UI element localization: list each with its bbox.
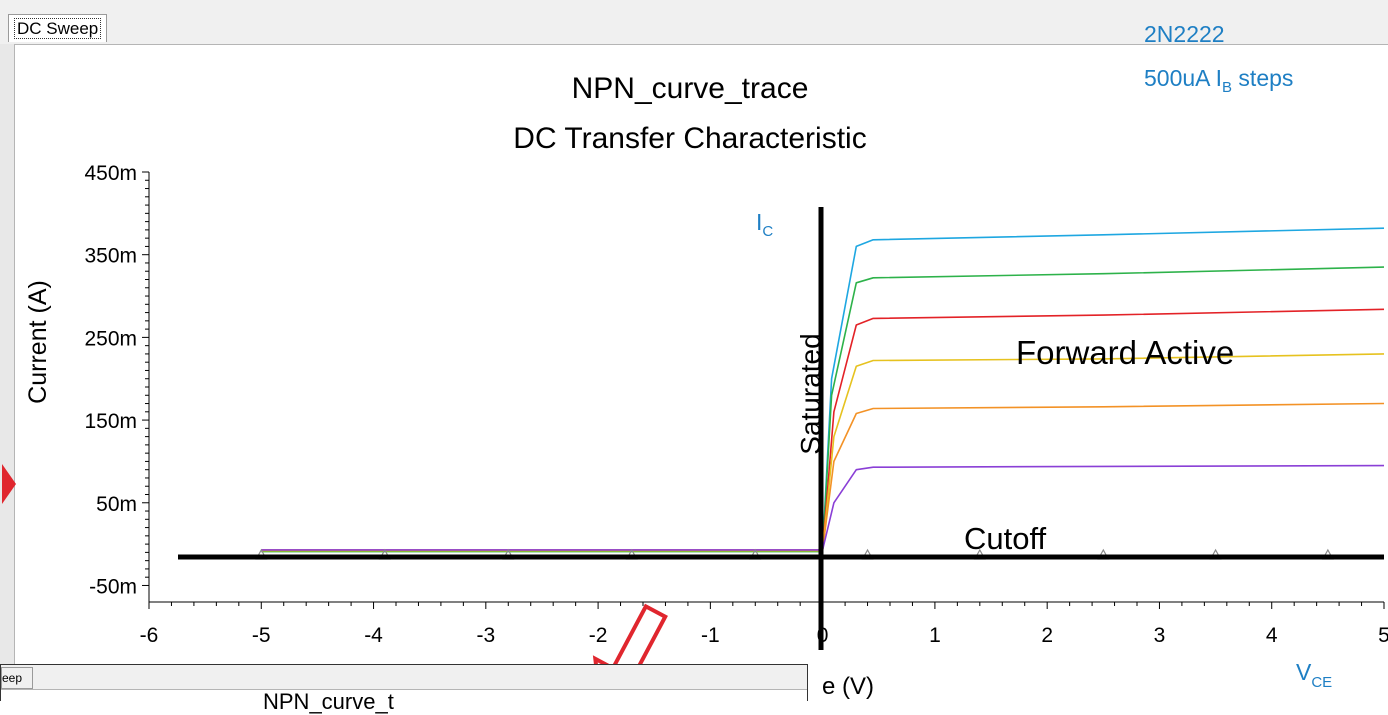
y-axis-label: Current (A) [24, 280, 52, 404]
chart-subtitle: DC Transfer Characteristic [513, 122, 866, 155]
bottom-window-title: NPN_curve_t [263, 689, 394, 714]
x-tick-label: 3 [1154, 624, 1166, 647]
y-tick-label: 450m [84, 162, 137, 185]
left-rail [0, 44, 16, 664]
bottom-window: eep NPN_curve_t [0, 664, 808, 714]
plot-area: 450m350m250m150m50m-50m-6-5-4-3-2-101234… [84, 162, 1388, 647]
bottom-tab-label: eep [2, 671, 23, 685]
tab-dc-sweep[interactable]: DC Sweep [8, 14, 108, 42]
forward-active-label: Forward Active [1016, 334, 1234, 371]
saturated-label: Saturated [795, 333, 826, 454]
cutoff-label: Cutoff [964, 521, 1047, 556]
x-tick-label: 5 [1378, 624, 1388, 647]
chart: NPN_curve_trace DC Transfer Characterist… [24, 21, 1388, 700]
ic-main: I [756, 209, 762, 235]
y-tick-label: 250m [84, 327, 137, 350]
ic-sub: C [762, 223, 773, 240]
x-tick-label: 1 [929, 624, 941, 647]
x-tick-label: -2 [589, 624, 608, 647]
y-tick-label: 50m [96, 493, 137, 516]
steps-label: 500uA IB steps [1144, 65, 1293, 96]
bottom-tab-bar [1, 665, 807, 690]
steps-prefix: 500uA I [1144, 65, 1222, 91]
ic-label: IC [756, 209, 773, 240]
tab-bar: DC Sweep [0, 0, 1388, 45]
x-tick-label: -4 [364, 624, 383, 647]
vce-main: V [1296, 659, 1312, 685]
part-label: 2N2222 [1144, 21, 1225, 47]
selection-marker-icon [2, 464, 16, 504]
bottom-tab[interactable]: eep [1, 667, 33, 689]
vce-label: VCE [1296, 659, 1332, 691]
steps-sub: B [1222, 79, 1232, 96]
steps-suffix: steps [1232, 65, 1293, 91]
x-tick-label: -1 [701, 624, 720, 647]
x-tick-label: -3 [476, 624, 495, 647]
x-tick-label: -5 [252, 624, 271, 647]
x-tick-label: 2 [1041, 624, 1053, 647]
y-tick-label: 350m [84, 245, 137, 268]
vce-sub: CE [1311, 674, 1332, 691]
chart-title: NPN_curve_trace [572, 72, 809, 105]
y-tick-label: -50m [89, 575, 137, 598]
y-tick-label: 150m [84, 410, 137, 433]
x-tick-label: -6 [140, 624, 159, 647]
x-tick-label: 4 [1266, 624, 1278, 647]
tab-dc-sweep-label: DC Sweep [14, 18, 102, 39]
